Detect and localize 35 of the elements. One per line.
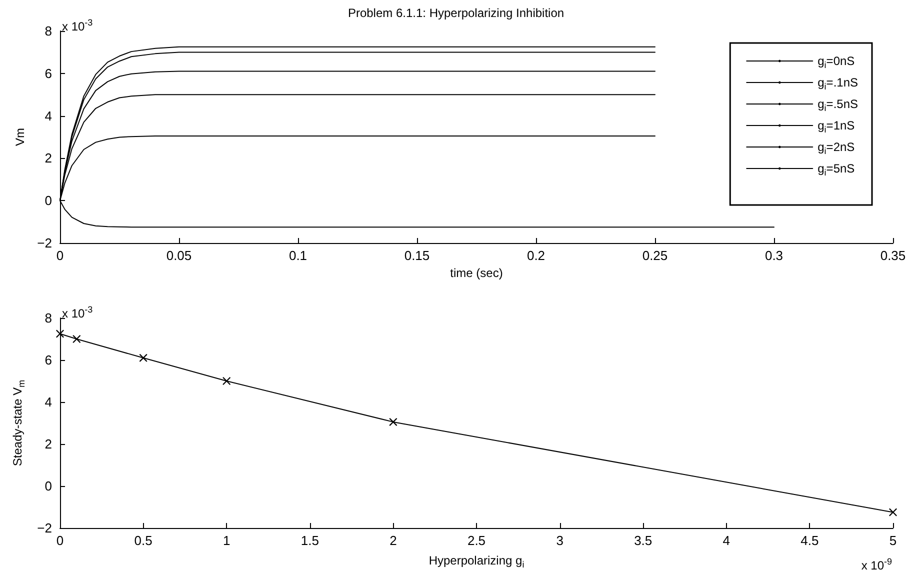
x-tick-label: 0.15 (404, 248, 430, 263)
x-tick-label: 2 (390, 533, 397, 548)
x-tick-label: 4.5 (800, 533, 819, 548)
x-tick-label: 0.1 (288, 248, 308, 263)
x-tick-label: 0.25 (642, 248, 668, 263)
y-tick-label: −2 (37, 236, 52, 250)
x-tick-label: 0.05 (166, 248, 192, 263)
x-tick-label: 5 (889, 533, 897, 548)
y-tick-label: 4 (44, 108, 52, 124)
x-tick-label: 0 (56, 533, 64, 548)
chart-title: Problem 6.1.1: Hyperpolarizing Inhibition (348, 6, 564, 20)
x-axis-title: time (sec) (450, 266, 503, 280)
x-tick-label: 1.5 (300, 533, 319, 548)
x-tick-label: 4 (722, 533, 730, 548)
x-tick-label: 2.5 (467, 533, 486, 548)
x-tick-label: 1 (222, 533, 230, 548)
x-tick-label: 0.3 (764, 248, 784, 263)
x-tick-label: 0.2 (526, 248, 546, 263)
y-tick-label: 0 (44, 193, 52, 208)
y-tick-label: 4 (44, 394, 52, 410)
y-tick-label: −2 (37, 520, 52, 536)
x-tick-label: 3.5 (634, 533, 652, 548)
x-tick-label: 0 (56, 248, 64, 263)
x-tick-label: 3 (556, 533, 564, 548)
y-axis-title: Steady-state Vm (10, 380, 26, 466)
y-tick-label: 8 (44, 310, 52, 326)
y-axis-title: Vm (13, 128, 27, 146)
y-tick-label: 0 (44, 478, 52, 494)
x-tick-label: 0.5 (134, 533, 152, 548)
y-tick-label: 6 (44, 66, 52, 81)
y-tick-label: 8 (44, 24, 52, 38)
y-tick-label: 6 (44, 352, 52, 368)
y-tick-label: 2 (44, 436, 52, 452)
x-tick-label: 0.35 (880, 248, 906, 263)
y-tick-label: 2 (44, 150, 52, 166)
